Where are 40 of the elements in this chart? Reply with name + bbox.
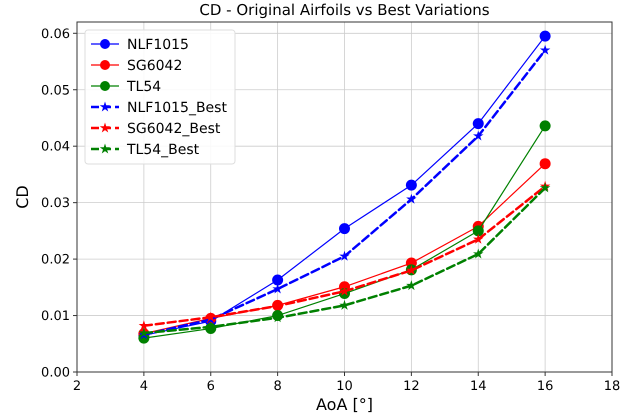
y-tick-label: 0.00 <box>41 366 70 381</box>
x-tick-label: 16 <box>536 379 554 394</box>
point <box>272 274 284 286</box>
y-tick-label: 0.04 <box>41 140 70 155</box>
legend-label: TL54 <box>126 78 162 95</box>
point <box>272 284 283 294</box>
x-tick-label: 4 <box>140 379 148 394</box>
legend-label: SG6042_Best <box>127 120 221 137</box>
point <box>540 44 550 55</box>
y-axis-title: CD <box>13 185 32 209</box>
y-tick-label: 0.02 <box>41 252 70 268</box>
x-axis-title: AoA [°] <box>316 395 373 414</box>
point <box>540 158 551 170</box>
legend-label: NLF1015 <box>127 36 189 53</box>
legend-label: SG6042 <box>127 58 182 74</box>
y-tick-label: 0.06 <box>41 26 70 42</box>
x-tick-label: 12 <box>403 379 420 394</box>
x-tick-label: 6 <box>206 379 215 394</box>
y-tick-label: 0.01 <box>41 309 70 324</box>
point <box>406 194 417 204</box>
x-tick-label: 18 <box>604 379 620 394</box>
point <box>473 130 484 140</box>
point <box>540 120 551 132</box>
point <box>472 225 484 236</box>
point <box>472 118 484 130</box>
legend-label: TL54_Best <box>126 142 200 158</box>
chart-title: CD - Original Airfoils vs Best Variations <box>199 1 490 19</box>
point <box>406 180 417 191</box>
point <box>473 234 484 244</box>
point <box>473 248 484 258</box>
legend-label: NLF1015_Best <box>127 100 228 116</box>
point <box>540 30 551 42</box>
point <box>339 223 350 234</box>
point <box>339 250 350 261</box>
x-tick-label: 14 <box>470 379 487 394</box>
y-tick-label: 0.05 <box>41 83 70 98</box>
x-tick-label: 8 <box>273 379 282 394</box>
x-tick-label: 2 <box>72 379 82 394</box>
x-tick-label: 10 <box>336 379 353 394</box>
y-tick-label: 0.03 <box>41 196 70 212</box>
